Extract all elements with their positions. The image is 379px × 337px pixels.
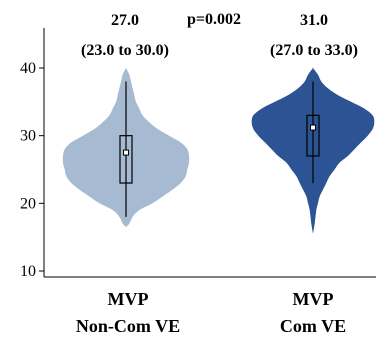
violins [62,67,375,234]
mean-marker [123,149,129,156]
p-value-label: p=0.002 [187,11,241,28]
iqr-box [306,114,320,157]
iqr-box [119,135,133,184]
y-tick-label: 40 [20,60,36,77]
category-label-com-line2: Com VE [280,316,346,336]
category-label-com-line1: MVP [293,289,334,309]
y-tick-label: 10 [20,263,36,280]
iqr-label-com: (27.0 to 33.0) [270,42,358,59]
category-label-non-com-line1: MVP [108,289,149,309]
median-label-com: 31.0 [300,12,328,29]
median-label-non-com: 27.0 [111,12,139,29]
mean-marker [310,124,316,131]
y-axis-ticks: 10 20 30 40 [20,60,44,280]
category-label-non-com-line2: Non-Com VE [76,316,180,336]
iqr-label-non-com: (23.0 to 30.0) [81,42,169,59]
y-tick-label: 20 [20,195,36,212]
y-tick-label: 30 [20,128,36,145]
